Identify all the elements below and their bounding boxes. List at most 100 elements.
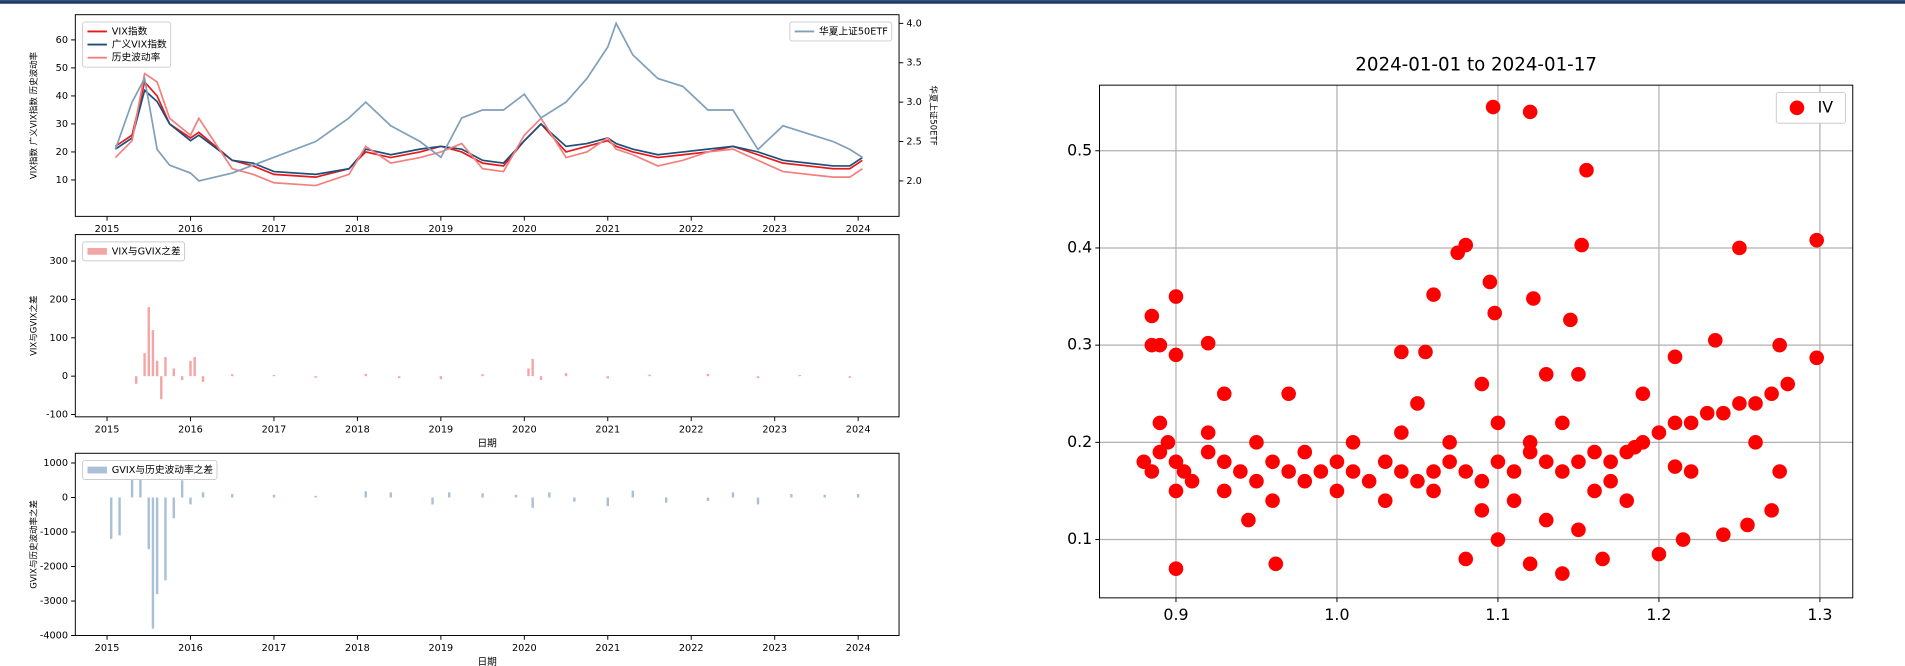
point [1152, 444, 1168, 460]
point [1345, 435, 1361, 450]
point [1474, 376, 1490, 392]
point [1345, 464, 1361, 479]
legend-label: 广义VIX指数 [112, 38, 167, 51]
point [1683, 464, 1699, 479]
bar [447, 492, 451, 498]
bar [481, 374, 484, 377]
legend-box [82, 460, 218, 481]
point [1667, 459, 1683, 474]
x-tick-label: 2020 [512, 643, 537, 654]
x-tick-label: 2019 [429, 643, 454, 654]
bar [439, 376, 443, 380]
bar [155, 360, 159, 377]
y-tick-label: 300 [50, 256, 69, 267]
chart-2: 2015 2016 2017 2018 2019 2020 2021 2022 2023 2024… [29, 452, 900, 666]
point [1522, 556, 1538, 572]
point [1526, 291, 1541, 306]
x-tick-label: 2017 [262, 643, 287, 654]
point [1377, 493, 1393, 508]
y-tick-label: 0.5 [1067, 140, 1092, 159]
bar [756, 497, 760, 505]
bar [564, 373, 568, 377]
x-tick-label: 2021 [595, 643, 620, 654]
point [1281, 386, 1296, 402]
bar [664, 497, 668, 503]
point [1603, 473, 1618, 489]
point [1619, 493, 1635, 508]
x-tick-label: 2023 [762, 643, 787, 654]
legend-label: 历史波动率 [112, 51, 161, 64]
bar [231, 494, 234, 498]
point [1168, 454, 1184, 470]
point [1555, 464, 1570, 479]
legend: GVIX与历史波动率之差 [82, 460, 218, 481]
x-tick-label: 2018 [345, 424, 370, 435]
bar [706, 497, 710, 501]
x-tick-label: 2022 [679, 224, 704, 235]
point [1176, 464, 1192, 479]
point [1555, 415, 1570, 431]
point [1426, 483, 1441, 499]
bar [731, 492, 735, 498]
point [1361, 473, 1377, 489]
point [1268, 556, 1284, 572]
x-axis-label: 日期 [477, 656, 496, 666]
point [1699, 405, 1715, 421]
bar [172, 497, 176, 519]
x-tick-label: 2021 [595, 424, 620, 435]
x-tick-label: 2019 [429, 424, 454, 435]
point [1780, 376, 1796, 392]
x-tick-label: 2018 [345, 224, 370, 235]
point [1265, 454, 1280, 470]
point [1144, 308, 1160, 324]
point [1297, 444, 1313, 460]
point [1683, 415, 1699, 431]
point [1249, 435, 1264, 450]
y-tick-label: -3000 [40, 596, 68, 607]
y-tick-label: 0.3 [1067, 335, 1092, 354]
y2-axis-label: 华夏上证50ETF [928, 85, 939, 145]
y-tick-label: 60 [56, 35, 68, 46]
point [1772, 337, 1787, 353]
point [1329, 454, 1345, 470]
chart-0: 2015 2016 2017 2018 2019 2020 2021 2022 2023 2024… [29, 14, 939, 235]
legend-label: VIX指数 [112, 24, 148, 37]
x-tick-label: 1.3 [1807, 605, 1832, 624]
bar [314, 495, 317, 498]
y-tick-label: 30 [56, 119, 68, 130]
point [1538, 512, 1554, 528]
y-tick-label: 200 [50, 294, 69, 305]
point [1667, 349, 1683, 365]
y-tick-label: 20 [56, 147, 68, 158]
bar [201, 376, 205, 382]
y2-tick-label: 2.5 [906, 137, 921, 148]
point [1474, 473, 1490, 489]
bar [314, 376, 317, 378]
point [1748, 396, 1763, 411]
point [1426, 464, 1441, 479]
point [1595, 551, 1610, 567]
y2-tick-label: 2.0 [906, 176, 921, 187]
y-tick-label: 100 [50, 333, 69, 344]
x-tick-label: 1.1 [1485, 605, 1510, 624]
bar [823, 494, 826, 498]
bar [514, 494, 518, 498]
bar [147, 497, 150, 550]
bar [155, 497, 159, 595]
bar [135, 376, 138, 384]
point [1579, 162, 1594, 178]
bar [172, 368, 176, 377]
point [1482, 274, 1498, 290]
bar [756, 376, 760, 379]
point [1168, 561, 1184, 576]
axes-frame [74, 452, 900, 637]
point [1329, 483, 1345, 499]
bar [109, 497, 113, 539]
y-tick-label: -100 [46, 410, 68, 421]
point [1200, 444, 1216, 460]
point [1538, 454, 1554, 470]
point [1168, 347, 1184, 363]
